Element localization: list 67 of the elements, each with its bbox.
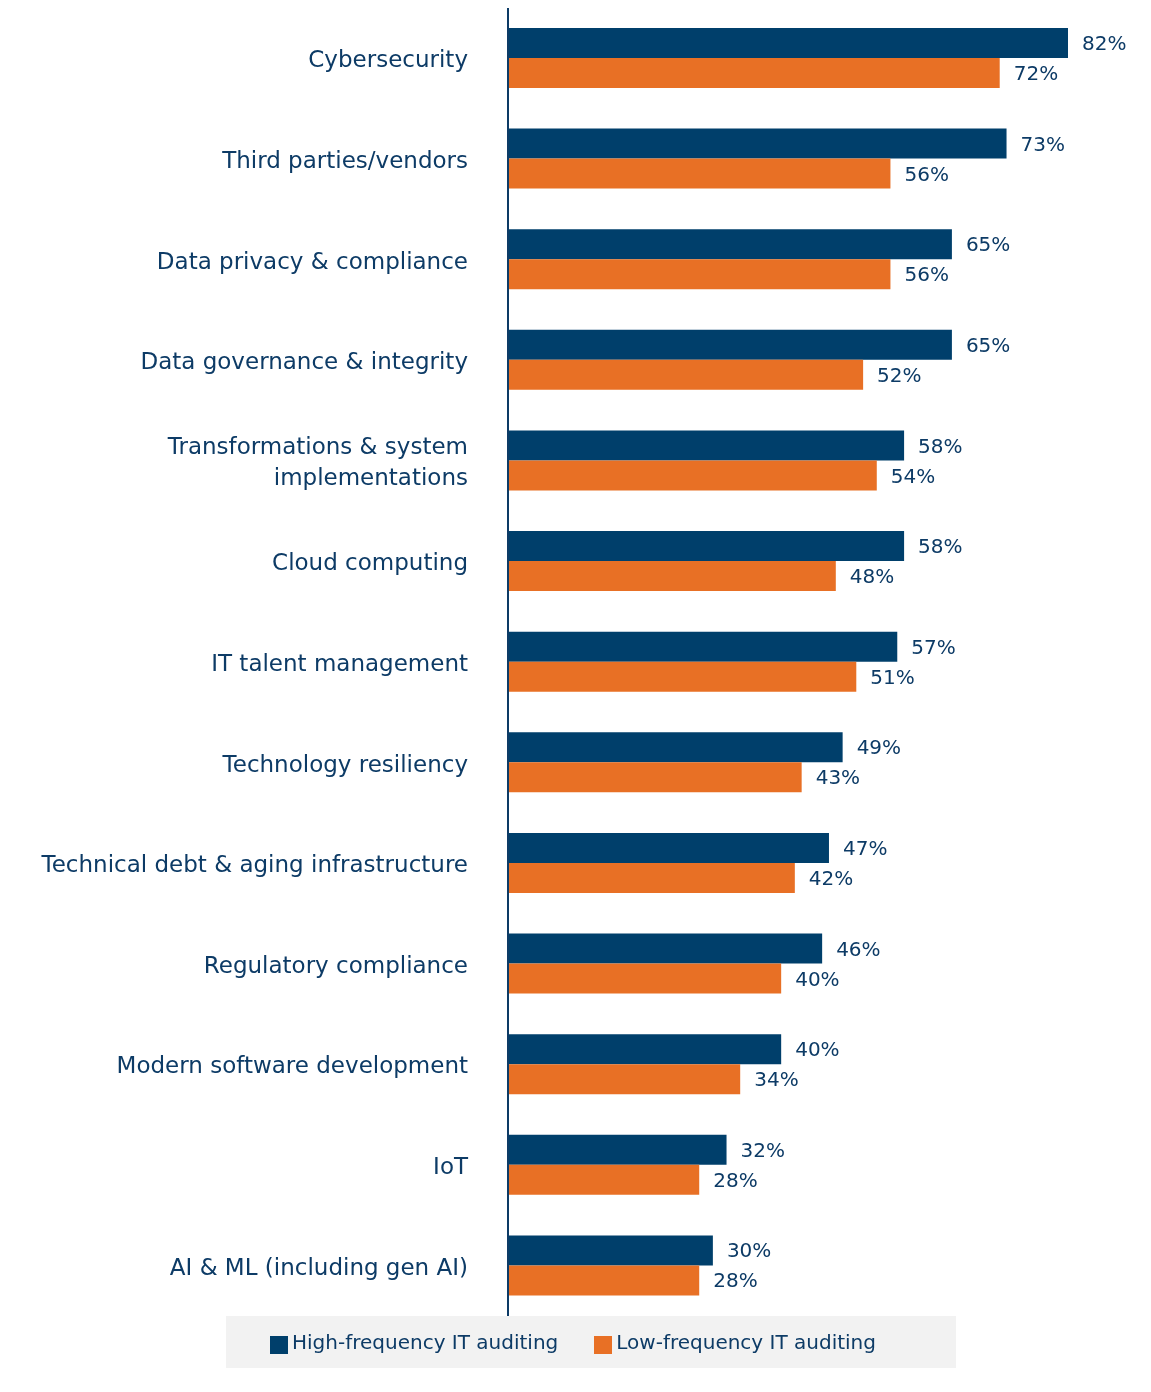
data-label: 46% xyxy=(836,936,881,961)
bar xyxy=(508,1134,727,1165)
bar xyxy=(508,1265,700,1296)
data-label: 30% xyxy=(726,1238,772,1263)
data-label: 40% xyxy=(795,966,840,991)
data-label: 51% xyxy=(870,664,915,689)
bar xyxy=(508,1064,741,1095)
y-tick-label: Transformations & system implementations xyxy=(166,433,468,491)
y-tick-label: Cloud computing xyxy=(272,549,468,576)
data-label: 54% xyxy=(890,463,936,488)
bar xyxy=(508,531,905,562)
data-label: 72% xyxy=(1013,61,1059,86)
bar xyxy=(508,661,857,692)
data-label: 28% xyxy=(713,1268,758,1293)
bar xyxy=(508,259,891,290)
y-tick-label: Cybersecurity xyxy=(308,46,468,73)
data-label: 65% xyxy=(965,232,1011,257)
y-tick-label: Data governance & integrity xyxy=(140,348,468,375)
data-label: 57% xyxy=(911,634,956,659)
data-label: 56% xyxy=(904,262,949,287)
bar xyxy=(508,933,823,964)
bar xyxy=(508,128,1007,159)
bar xyxy=(508,862,795,893)
data-label: 40% xyxy=(795,1037,840,1062)
data-label: 42% xyxy=(808,866,854,891)
bar xyxy=(508,430,905,461)
data-label: 48% xyxy=(849,564,895,589)
bar xyxy=(508,832,829,863)
bar xyxy=(508,1034,782,1065)
bar xyxy=(508,229,952,260)
data-label: 47% xyxy=(842,836,888,861)
data-label: 28% xyxy=(713,1167,758,1192)
bar xyxy=(508,58,1000,88)
bar xyxy=(508,359,864,390)
data-label: 58% xyxy=(918,534,963,559)
data-label: 73% xyxy=(1020,131,1065,156)
data-label: 58% xyxy=(918,433,963,458)
y-tick-label: Modern software development xyxy=(116,1052,468,1079)
data-label: 32% xyxy=(740,1137,785,1162)
bar xyxy=(508,28,1068,58)
bar xyxy=(508,1164,700,1195)
y-tick-label: Technology resiliency xyxy=(221,750,468,777)
data-label: 52% xyxy=(877,362,922,387)
data-label: 65% xyxy=(965,332,1011,357)
data-label: 82% xyxy=(1082,31,1127,56)
bar xyxy=(508,158,891,189)
y-tick-label: AI & ML (including gen AI) xyxy=(169,1253,468,1280)
bar xyxy=(508,732,843,763)
bar xyxy=(508,1235,713,1266)
data-label: 49% xyxy=(856,735,902,760)
data-label: 56% xyxy=(904,161,949,186)
legend-label: Low-frequency IT auditing xyxy=(616,1330,876,1354)
y-tick-label: Regulatory compliance xyxy=(203,951,468,978)
bar xyxy=(508,631,898,662)
y-tick-label: IT talent management xyxy=(211,650,468,676)
data-label: 43% xyxy=(815,765,861,790)
y-tick-label: Technical debt & aging infrastructure xyxy=(40,851,468,878)
data-label: 34% xyxy=(754,1067,799,1092)
bar xyxy=(508,762,802,793)
y-tick-label: IoT xyxy=(433,1153,469,1180)
bar xyxy=(508,561,836,592)
bar xyxy=(508,329,952,360)
y-tick-label: Third parties/vendors xyxy=(221,146,468,173)
bar xyxy=(508,460,877,491)
y-tick-label: Data privacy & compliance xyxy=(156,247,468,274)
legend-label: High-frequency IT auditing xyxy=(292,1330,559,1354)
bar xyxy=(508,963,782,994)
